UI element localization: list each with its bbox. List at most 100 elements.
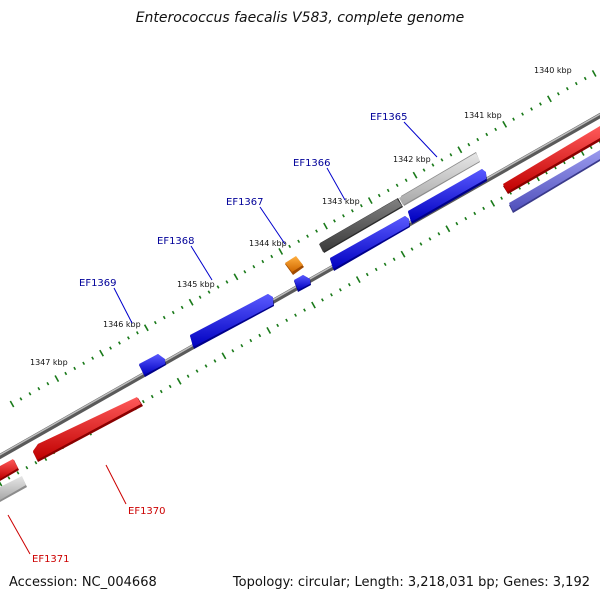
minor-tick	[485, 132, 489, 137]
minor-tick	[521, 112, 524, 116]
minor-tick	[404, 178, 408, 182]
gene-feature-ef1366[interactable]	[319, 198, 403, 253]
minor-tick	[162, 315, 166, 320]
gene-feature-ef1365[interactable]	[399, 152, 480, 206]
gene-labels: EF1365 EF1366 EF1367 EF1368 EF1369 EF137…	[32, 112, 408, 565]
accession-text: Accession: NC_004668	[9, 575, 157, 590]
major-tick	[367, 197, 373, 204]
major-tick	[445, 225, 451, 233]
gene-feature-ef1367[interactable]	[294, 275, 311, 292]
minor-tick	[276, 323, 280, 328]
tick-label: 1342 kbp	[393, 155, 431, 164]
major-tick	[278, 248, 284, 255]
gene-label-ef1366[interactable]: EF1366	[293, 158, 331, 169]
minor-tick	[333, 219, 336, 223]
minor-tick	[583, 76, 587, 81]
minor-tick	[294, 313, 297, 317]
gene-feature-blue-1[interactable]	[408, 169, 487, 224]
minor-tick	[37, 387, 41, 391]
minor-tick	[82, 361, 86, 365]
minor-tick	[374, 267, 378, 272]
minor-tick	[243, 270, 247, 274]
minor-tick	[574, 81, 578, 86]
gene-feature-pseudo[interactable]	[509, 150, 600, 213]
minor-tick	[150, 394, 154, 399]
major-tick	[412, 171, 418, 179]
gene-feature-ef1371-red[interactable]	[0, 459, 19, 481]
minor-tick	[347, 283, 351, 287]
major-tick	[323, 222, 328, 230]
minor-tick	[359, 204, 363, 208]
minor-tick	[467, 142, 471, 147]
minor-tick	[16, 471, 20, 475]
tick-label: 1347 kbp	[30, 358, 68, 367]
major-tick	[176, 377, 182, 385]
minor-tick	[25, 466, 29, 470]
minor-tick	[168, 384, 172, 389]
gene-label-ef1370[interactable]: EF1370	[128, 506, 166, 517]
minor-tick	[383, 262, 387, 266]
gene-label-ef1368[interactable]: EF1368	[157, 236, 195, 247]
minor-tick	[195, 369, 199, 373]
major-tick	[188, 298, 194, 306]
minor-tick	[231, 349, 235, 353]
minor-tick	[159, 389, 163, 394]
tick-label: 1341 kbp	[464, 111, 502, 120]
minor-tick	[440, 158, 444, 162]
gene-label-ef1365[interactable]: EF1365	[370, 112, 408, 123]
gene-feature-blue-2[interactable]	[330, 216, 410, 271]
minor-tick	[350, 209, 354, 213]
minor-tick	[315, 229, 318, 233]
minor-tick	[476, 137, 480, 142]
minor-tick	[213, 359, 217, 363]
minor-tick	[395, 183, 399, 187]
minor-tick	[464, 216, 468, 221]
minor-tick	[392, 257, 396, 261]
minor-tick	[216, 285, 220, 289]
minor-tick	[500, 196, 504, 200]
minor-tick	[422, 168, 426, 172]
major-tick	[99, 349, 104, 357]
gene-feature-ef1368[interactable]	[190, 294, 274, 349]
major-tick	[591, 70, 597, 77]
minor-tick	[342, 214, 345, 218]
gene-label-ef1369[interactable]: EF1369	[79, 278, 117, 289]
minor-tick	[306, 234, 309, 238]
minor-tick	[410, 247, 414, 251]
minor-tick	[482, 206, 486, 211]
minor-tick	[386, 188, 390, 193]
gene-feature-ef1371[interactable]	[0, 476, 27, 502]
minor-tick	[198, 295, 202, 299]
minor-tick	[204, 364, 208, 368]
gene-feature-ef1369[interactable]	[139, 354, 166, 377]
gene-feature-ef1370[interactable]	[33, 397, 143, 462]
gene-label-leaders	[7, 121, 438, 555]
minor-tick	[180, 305, 184, 310]
minor-tick	[19, 397, 23, 401]
minor-tick	[285, 318, 289, 322]
tick-label: 1344 kbp	[249, 239, 287, 248]
gene-feature-rna[interactable]	[285, 256, 304, 275]
gene-feature-reverse[interactable]	[503, 126, 600, 194]
minor-tick	[261, 259, 265, 264]
minor-tick	[338, 288, 342, 292]
minor-tick	[186, 374, 190, 378]
major-tick	[9, 400, 15, 408]
minor-tick	[127, 336, 130, 340]
gene-label-ef1371[interactable]: EF1371	[32, 554, 70, 565]
major-tick	[502, 120, 508, 128]
major-tick	[266, 327, 272, 334]
tick-label: 1346 kbp	[103, 320, 141, 329]
minor-tick	[28, 392, 32, 396]
minor-tick	[428, 237, 432, 241]
gene-label-ef1367[interactable]: EF1367	[226, 197, 264, 208]
minor-tick	[365, 272, 369, 277]
tick-label: 1345 kbp	[177, 280, 215, 289]
minor-tick	[252, 265, 256, 269]
minor-tick	[171, 310, 175, 315]
minor-tick	[225, 280, 229, 284]
tick-labels: 1340 kbp 1341 kbp 1342 kbp 1343 kbp 1344 kbp…	[30, 66, 572, 367]
minor-tick	[207, 290, 211, 294]
minor-tick	[249, 338, 253, 343]
